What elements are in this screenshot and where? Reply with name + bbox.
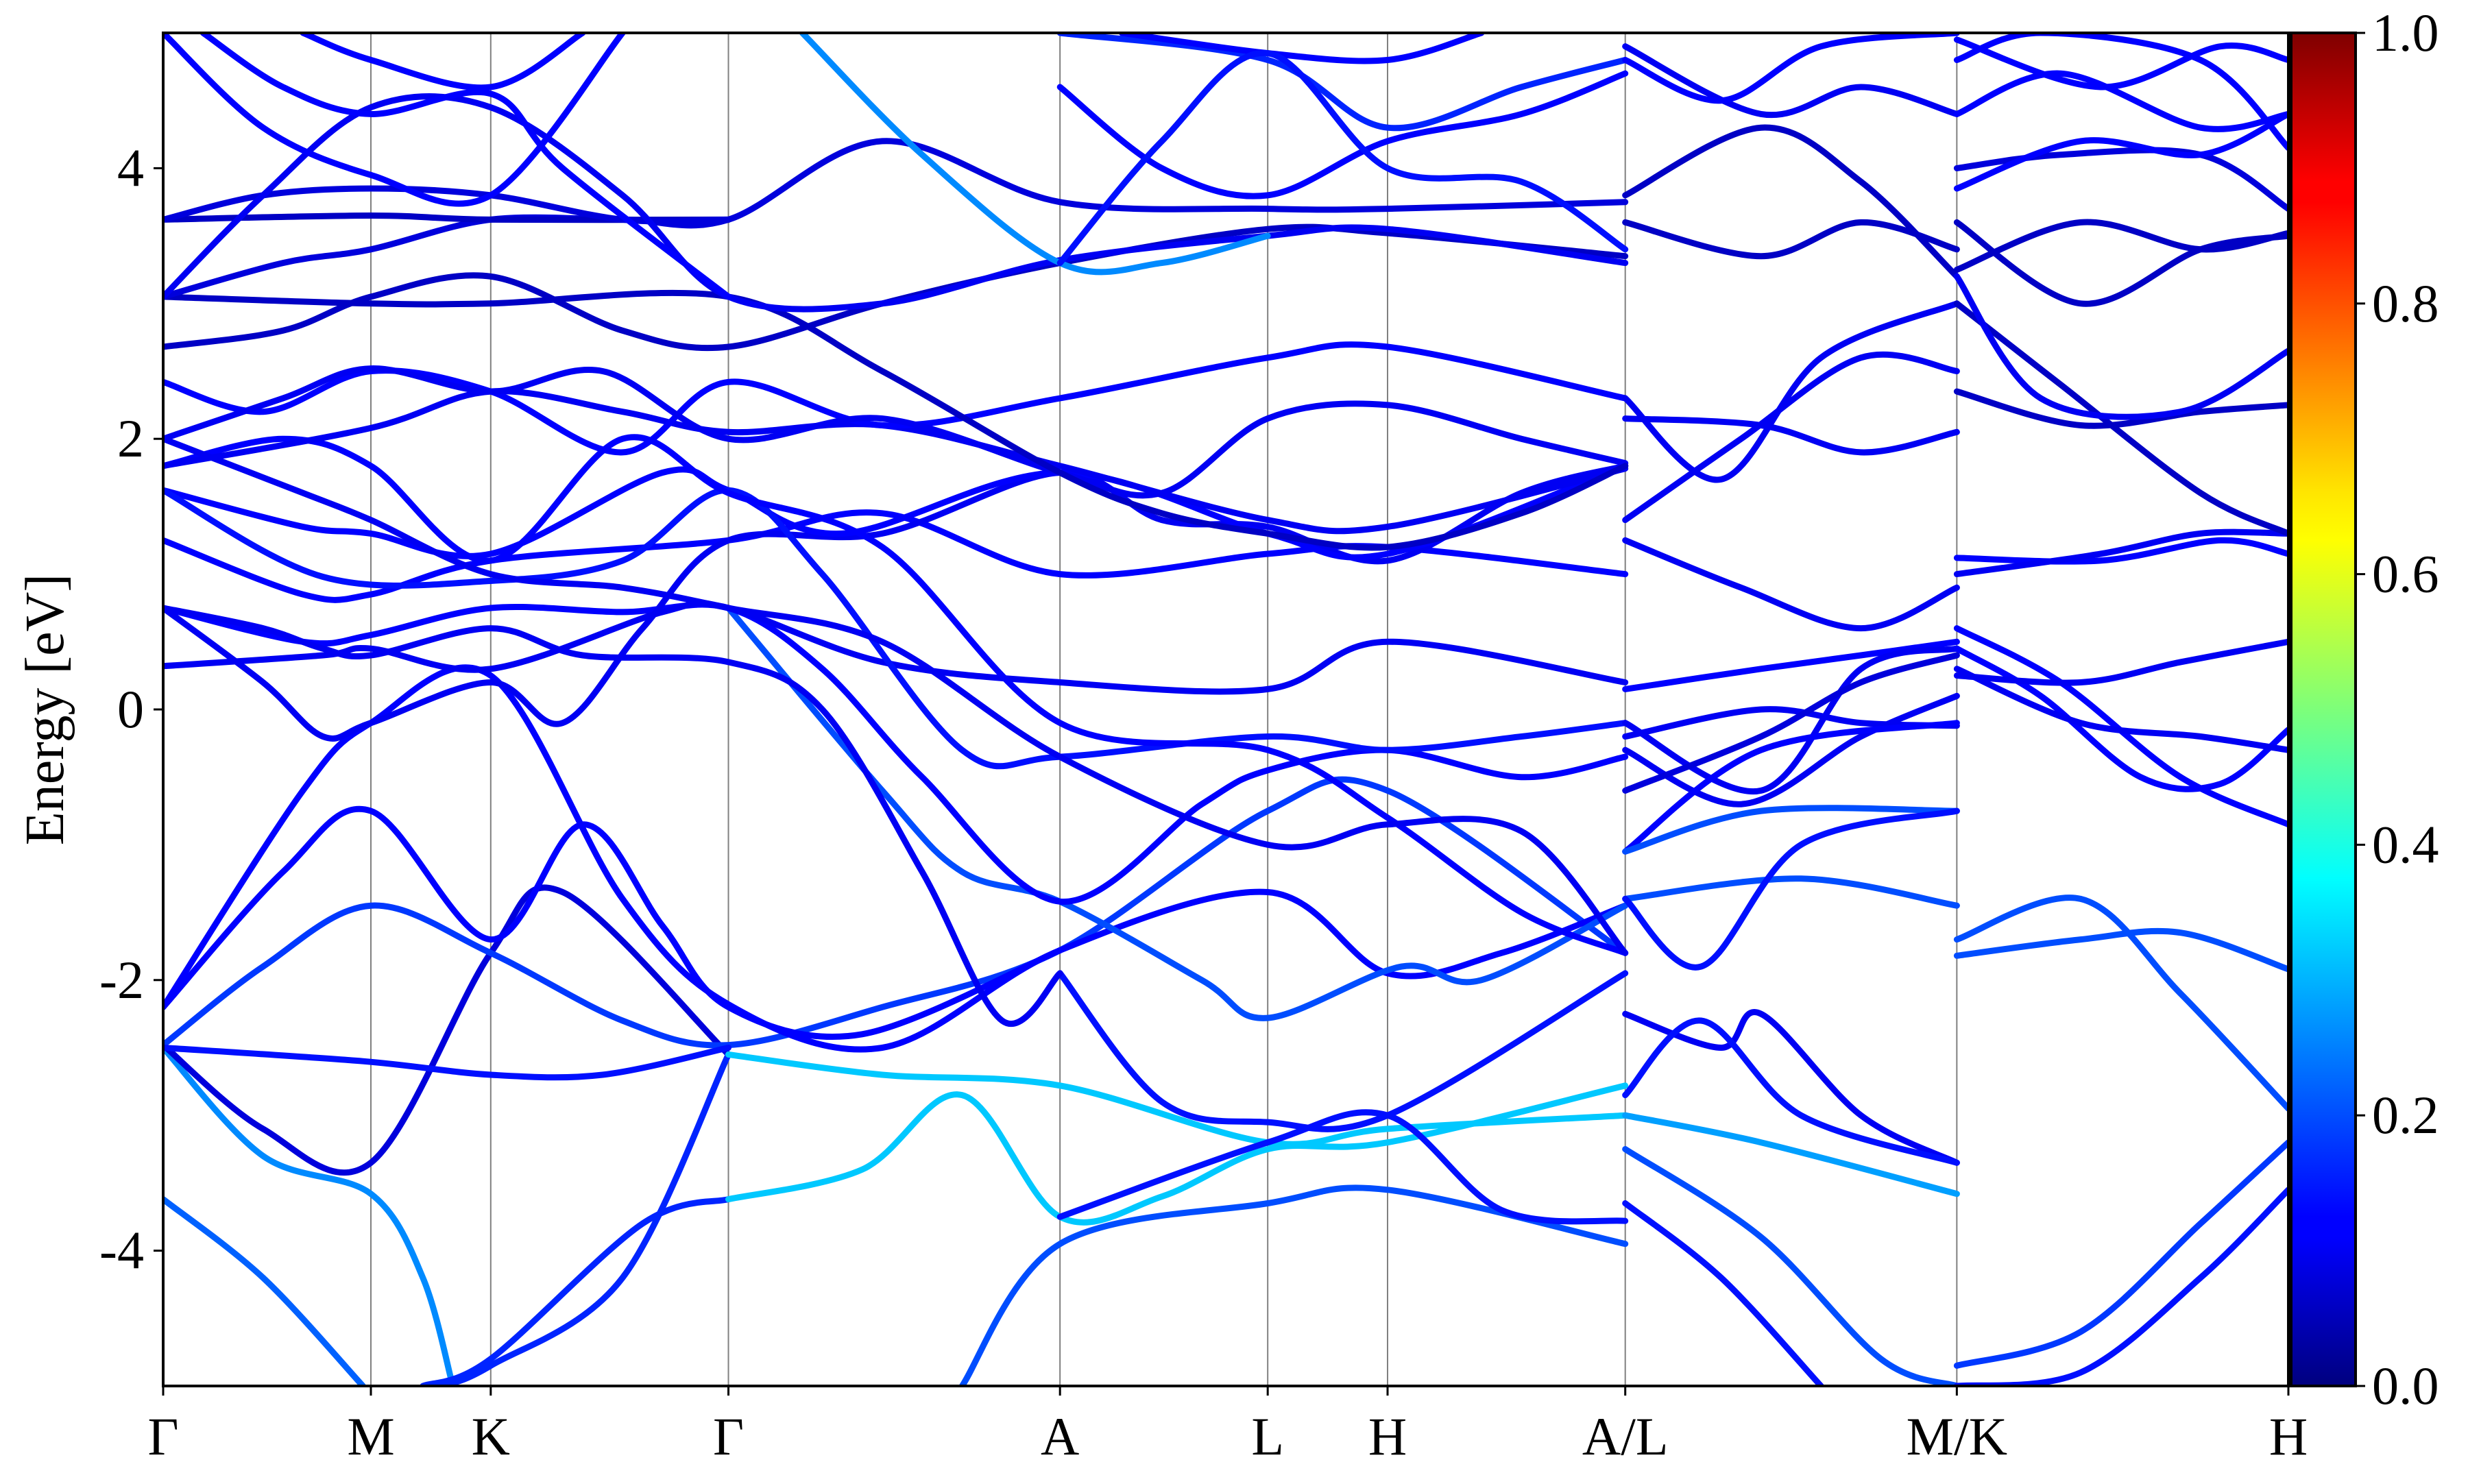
band-line [163, 1045, 731, 1081]
band-line [1953, 36, 2288, 90]
band-line [1622, 1200, 1824, 1386]
colorbar-tick-label: 0.6 [2372, 544, 2439, 604]
band-line [1622, 537, 1960, 632]
x-tick-label: Γ [713, 1407, 744, 1466]
x-tick-label: A/L [1582, 1407, 1669, 1466]
band-line [1953, 1139, 2288, 1369]
band-line [1953, 219, 2288, 273]
colorbar-ticks: 0.0 0.2 0.4 0.6 0.8 1.0 [2356, 3, 2439, 1415]
band-line [1622, 124, 1960, 280]
x-axis-ticks: Γ M K Γ A L H A/L M/K H [147, 1386, 2308, 1466]
band-line [1119, 33, 1485, 64]
band-line [1953, 388, 2288, 429]
band-line [163, 138, 1629, 300]
band-line [163, 463, 1629, 561]
colorbar-tick-label: 0.2 [2372, 1085, 2439, 1145]
band-line [439, 1051, 731, 1386]
band-line [1622, 43, 1960, 119]
band-line [163, 884, 731, 1176]
band-line [1953, 300, 2288, 537]
band-line [1622, 652, 1960, 794]
x-tick-label: H [2269, 1407, 2308, 1466]
band-line [1953, 273, 2288, 420]
y-tick-label: -4 [99, 1221, 144, 1280]
band-line [1953, 638, 2288, 686]
band-line [1056, 49, 1629, 267]
band-line [1622, 33, 1960, 104]
y-tick-label: 0 [117, 679, 144, 739]
x-tick-label: Γ [147, 1407, 178, 1466]
band-line [1622, 1009, 1960, 1166]
colorbar-tick-label: 0.0 [2372, 1356, 2439, 1415]
band-line [1622, 645, 1960, 795]
band-line [1622, 1146, 1960, 1386]
band-line [1953, 33, 2288, 151]
y-tick-label: -2 [99, 950, 144, 1010]
band-line [1953, 70, 2288, 132]
band-line [1953, 110, 2288, 192]
band-line [163, 388, 1629, 535]
band-line [1622, 692, 1960, 807]
band-line [163, 365, 1629, 499]
band-line [1056, 33, 1629, 132]
band-line [163, 435, 1629, 956]
band-line [163, 805, 1063, 1041]
band-line [1056, 970, 1629, 1132]
band-line [725, 1082, 1629, 1226]
band-line [1953, 666, 2288, 753]
band-line [1622, 351, 1960, 524]
x-tick-label: M [347, 1407, 394, 1466]
band-line [1622, 875, 1960, 909]
band-line [163, 1045, 456, 1386]
band-line [799, 33, 1271, 276]
band-line [199, 33, 731, 300]
band-line [163, 33, 626, 207]
band-line [725, 605, 1629, 1021]
y-tick-label: 2 [117, 409, 144, 468]
band-line [1622, 1017, 1960, 1166]
band-line [300, 33, 586, 91]
band-line [163, 487, 1629, 770]
x-tick-label: K [472, 1407, 510, 1466]
band-line [420, 1196, 731, 1386]
band-line [1953, 537, 2288, 565]
y-axis-title: Energy [eV] [15, 574, 75, 845]
band-line [1953, 895, 2288, 1112]
band-line [725, 1051, 1629, 1147]
band-line [1622, 638, 1960, 692]
colorbar-tick-label: 0.8 [2372, 273, 2439, 333]
band-line [163, 600, 1629, 695]
x-tick-label: L [1251, 1407, 1284, 1466]
band-line [163, 434, 1629, 956]
band-line [1622, 720, 1960, 855]
band-line [163, 1196, 366, 1386]
band-line [1622, 807, 1960, 971]
band-line [1622, 805, 1960, 855]
band-line [163, 93, 1629, 313]
x-tick-label: A [1041, 1407, 1079, 1466]
band-line [1622, 300, 1960, 483]
y-axis-ticks: 4 2 0 -2 -4 [99, 138, 163, 1280]
y-tick-label: 4 [117, 138, 144, 197]
band-line [163, 341, 1629, 456]
band-line [1622, 415, 1960, 456]
x-tick-label: M/K [1907, 1407, 2007, 1466]
band-line [1953, 528, 2288, 578]
band-line [163, 289, 1629, 551]
colorbar [2290, 32, 2357, 1387]
band-line [1622, 1112, 1960, 1197]
colorbar-tick-label: 1.0 [2372, 3, 2439, 62]
band-line [958, 1184, 1629, 1386]
x-tick-label: H [1368, 1407, 1407, 1466]
colorbar-tick-label: 0.4 [2372, 814, 2439, 874]
band-line [163, 605, 1063, 1027]
band-line [1056, 70, 1629, 199]
band-line [1953, 147, 2288, 212]
bands-layer [163, 33, 2288, 1386]
band-line [1953, 219, 2288, 307]
band-line [1953, 927, 2288, 973]
